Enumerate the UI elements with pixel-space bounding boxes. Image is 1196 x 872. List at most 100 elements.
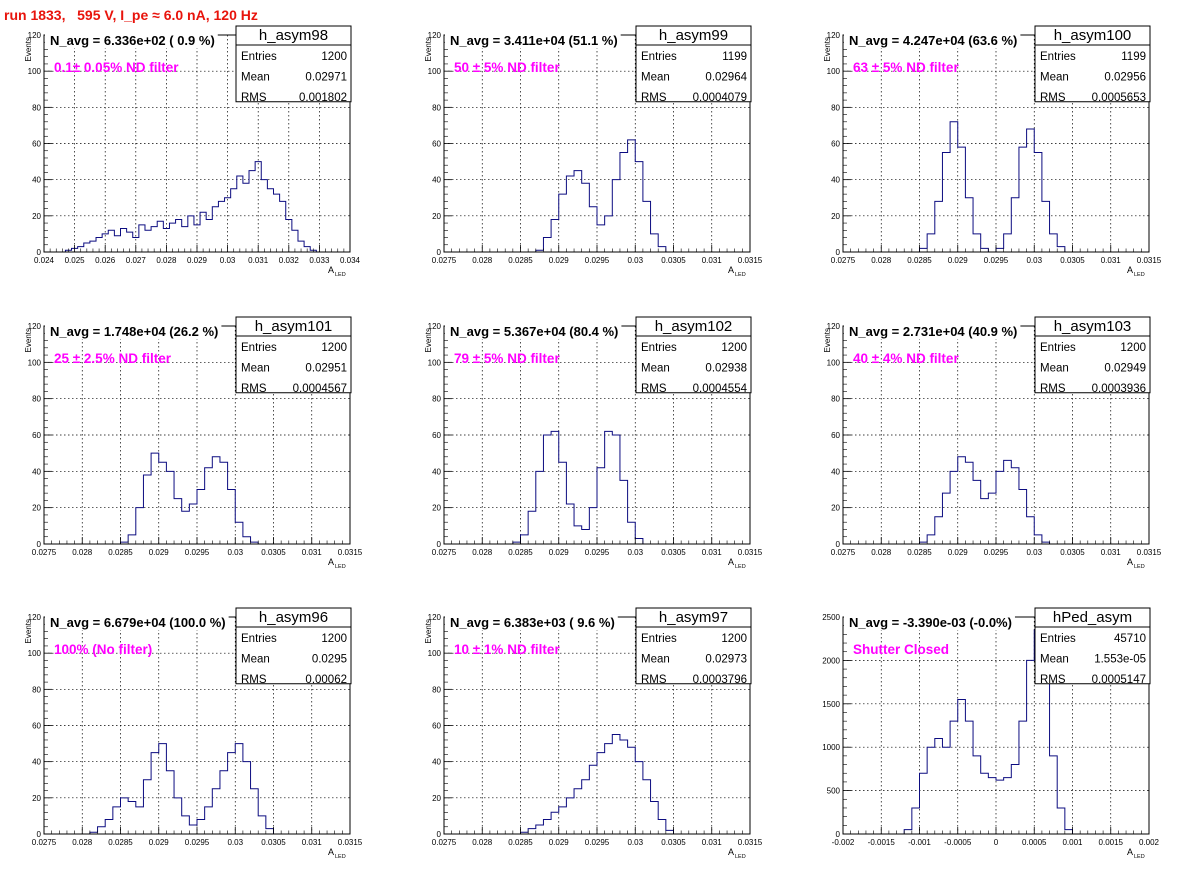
histogram-bin (182, 511, 190, 544)
x-tick-label: 0.0275 (831, 256, 856, 265)
histogram-bin (1034, 153, 1042, 252)
histogram-bin (643, 201, 651, 252)
x-tick-label: 0.0295 (185, 548, 210, 557)
histogram-bin (551, 431, 559, 544)
x-tick-label: 0.026 (95, 256, 116, 265)
navg-background (844, 33, 1021, 48)
histogram-bin (143, 780, 151, 834)
filter-annotation: 79 ± 5% ND filter (454, 351, 560, 366)
x-tick-label: 0.029 (948, 548, 969, 557)
histogram-bin (1027, 129, 1035, 252)
stats-value: 1200 (721, 342, 747, 354)
y-tick-label: 100 (28, 649, 42, 658)
histogram-bin (182, 227, 188, 252)
y-tick-label: 2500 (822, 613, 840, 622)
x-tick-label: 0.029 (948, 256, 969, 265)
y-tick-label: 100 (428, 649, 442, 658)
x-tick-label: 0.0315 (738, 548, 763, 557)
stats-value: 0.02938 (705, 363, 747, 375)
stats-label: Mean (641, 363, 670, 375)
histogram-bin (996, 248, 1004, 252)
histogram-bin (559, 807, 567, 834)
histogram-bin (1065, 830, 1073, 834)
stats-label: Mean (1040, 654, 1069, 666)
x-axis-label: A (328, 265, 334, 275)
stats-box (235, 607, 352, 685)
histogram-bin (205, 468, 213, 544)
x-axis-label: A (1127, 847, 1133, 857)
histogram-bin (159, 462, 167, 544)
stats-label: Entries (241, 633, 277, 645)
histogram-bin (965, 721, 973, 834)
histogram-bin (1019, 721, 1027, 834)
x-tick-label: 0.0305 (261, 548, 286, 557)
histogram-panel: -0.002 -0.0015 -0.001 -0.0005 0 0.0005 0.001 0.… (822, 607, 1160, 860)
histogram-bin (98, 827, 106, 834)
histogram-bin (220, 771, 228, 834)
histogram-bin (620, 740, 628, 834)
histogram-bin (927, 234, 935, 252)
y-tick-label: 0 (437, 540, 442, 549)
x-tick-label: 0.0295 (585, 256, 610, 265)
y-axis-label: Events (823, 328, 832, 352)
y-tick-label: 40 (432, 758, 441, 767)
y-tick-label: 2000 (822, 656, 840, 665)
y-tick-label: 120 (827, 322, 841, 331)
y-axis-label: Events (24, 328, 33, 352)
x-axis-label-subscript: LED (335, 564, 346, 570)
histogram-bin (1050, 234, 1058, 252)
histogram-bin (188, 216, 194, 252)
histogram-bin (543, 820, 551, 834)
histogram-bin (218, 201, 224, 252)
histogram-bin (1057, 808, 1065, 834)
histogram-bin (174, 798, 182, 834)
x-tick-label: 0.0305 (661, 838, 686, 847)
histogram-bin (212, 457, 220, 544)
x-tick-label: 0.0305 (261, 838, 286, 847)
histogram-line (512, 430, 651, 545)
navg-background (45, 324, 222, 339)
stats-value: 0.0004554 (693, 383, 748, 395)
x-tick-label: 0.031 (702, 548, 723, 557)
histogram-bin (205, 807, 213, 834)
histogram-bin (128, 801, 136, 834)
histogram-bin (166, 771, 174, 834)
x-tick-label: 0.031 (702, 838, 723, 847)
navg-background (45, 33, 218, 48)
stats-box (235, 25, 352, 103)
histogram-bin (920, 773, 928, 834)
histogram-bin (543, 238, 551, 252)
histogram-bin (620, 480, 628, 544)
x-tick-label: 0.0275 (32, 548, 57, 557)
histogram-bin (1019, 490, 1027, 545)
x-tick-label: 0.0295 (185, 838, 210, 847)
histogram-bin (1034, 535, 1042, 544)
x-tick-label: 0.029 (149, 548, 170, 557)
navg-label: N_avg = 4.247e+04 (63.6 %) (849, 33, 1017, 48)
histogram-panel: 0.0275 0.028 0.0285 0.029 0.0295 0.03 0.0305 0.… (424, 607, 763, 860)
histogram-bin (597, 753, 605, 834)
y-tick-label: 1000 (822, 743, 840, 752)
histogram-bin (574, 789, 582, 834)
histogram-bin (566, 504, 574, 544)
y-tick-label: 80 (32, 395, 41, 404)
histogram-bin (151, 453, 159, 544)
histogram-line (535, 139, 674, 253)
y-tick-label: 20 (32, 504, 41, 513)
filter-annotation: 100% (No filter) (54, 642, 152, 657)
x-axis-label-subscript: LED (335, 272, 346, 278)
histogram-bin (597, 225, 605, 252)
histogram-bin (206, 219, 212, 252)
histogram-bin (635, 162, 643, 252)
stats-value: 0.02964 (705, 72, 747, 84)
y-tick-label: 0 (437, 830, 442, 839)
stats-label: Mean (241, 363, 270, 375)
histogram-bin (228, 490, 236, 545)
x-tick-label: 0.028 (472, 256, 493, 265)
histogram-bin (220, 462, 228, 544)
x-tick-label: 0.031 (248, 256, 269, 265)
histogram-bin (212, 789, 220, 834)
histogram-bin (927, 535, 935, 544)
x-tick-label: -0.002 (832, 838, 855, 847)
histogram-bin (612, 735, 620, 834)
